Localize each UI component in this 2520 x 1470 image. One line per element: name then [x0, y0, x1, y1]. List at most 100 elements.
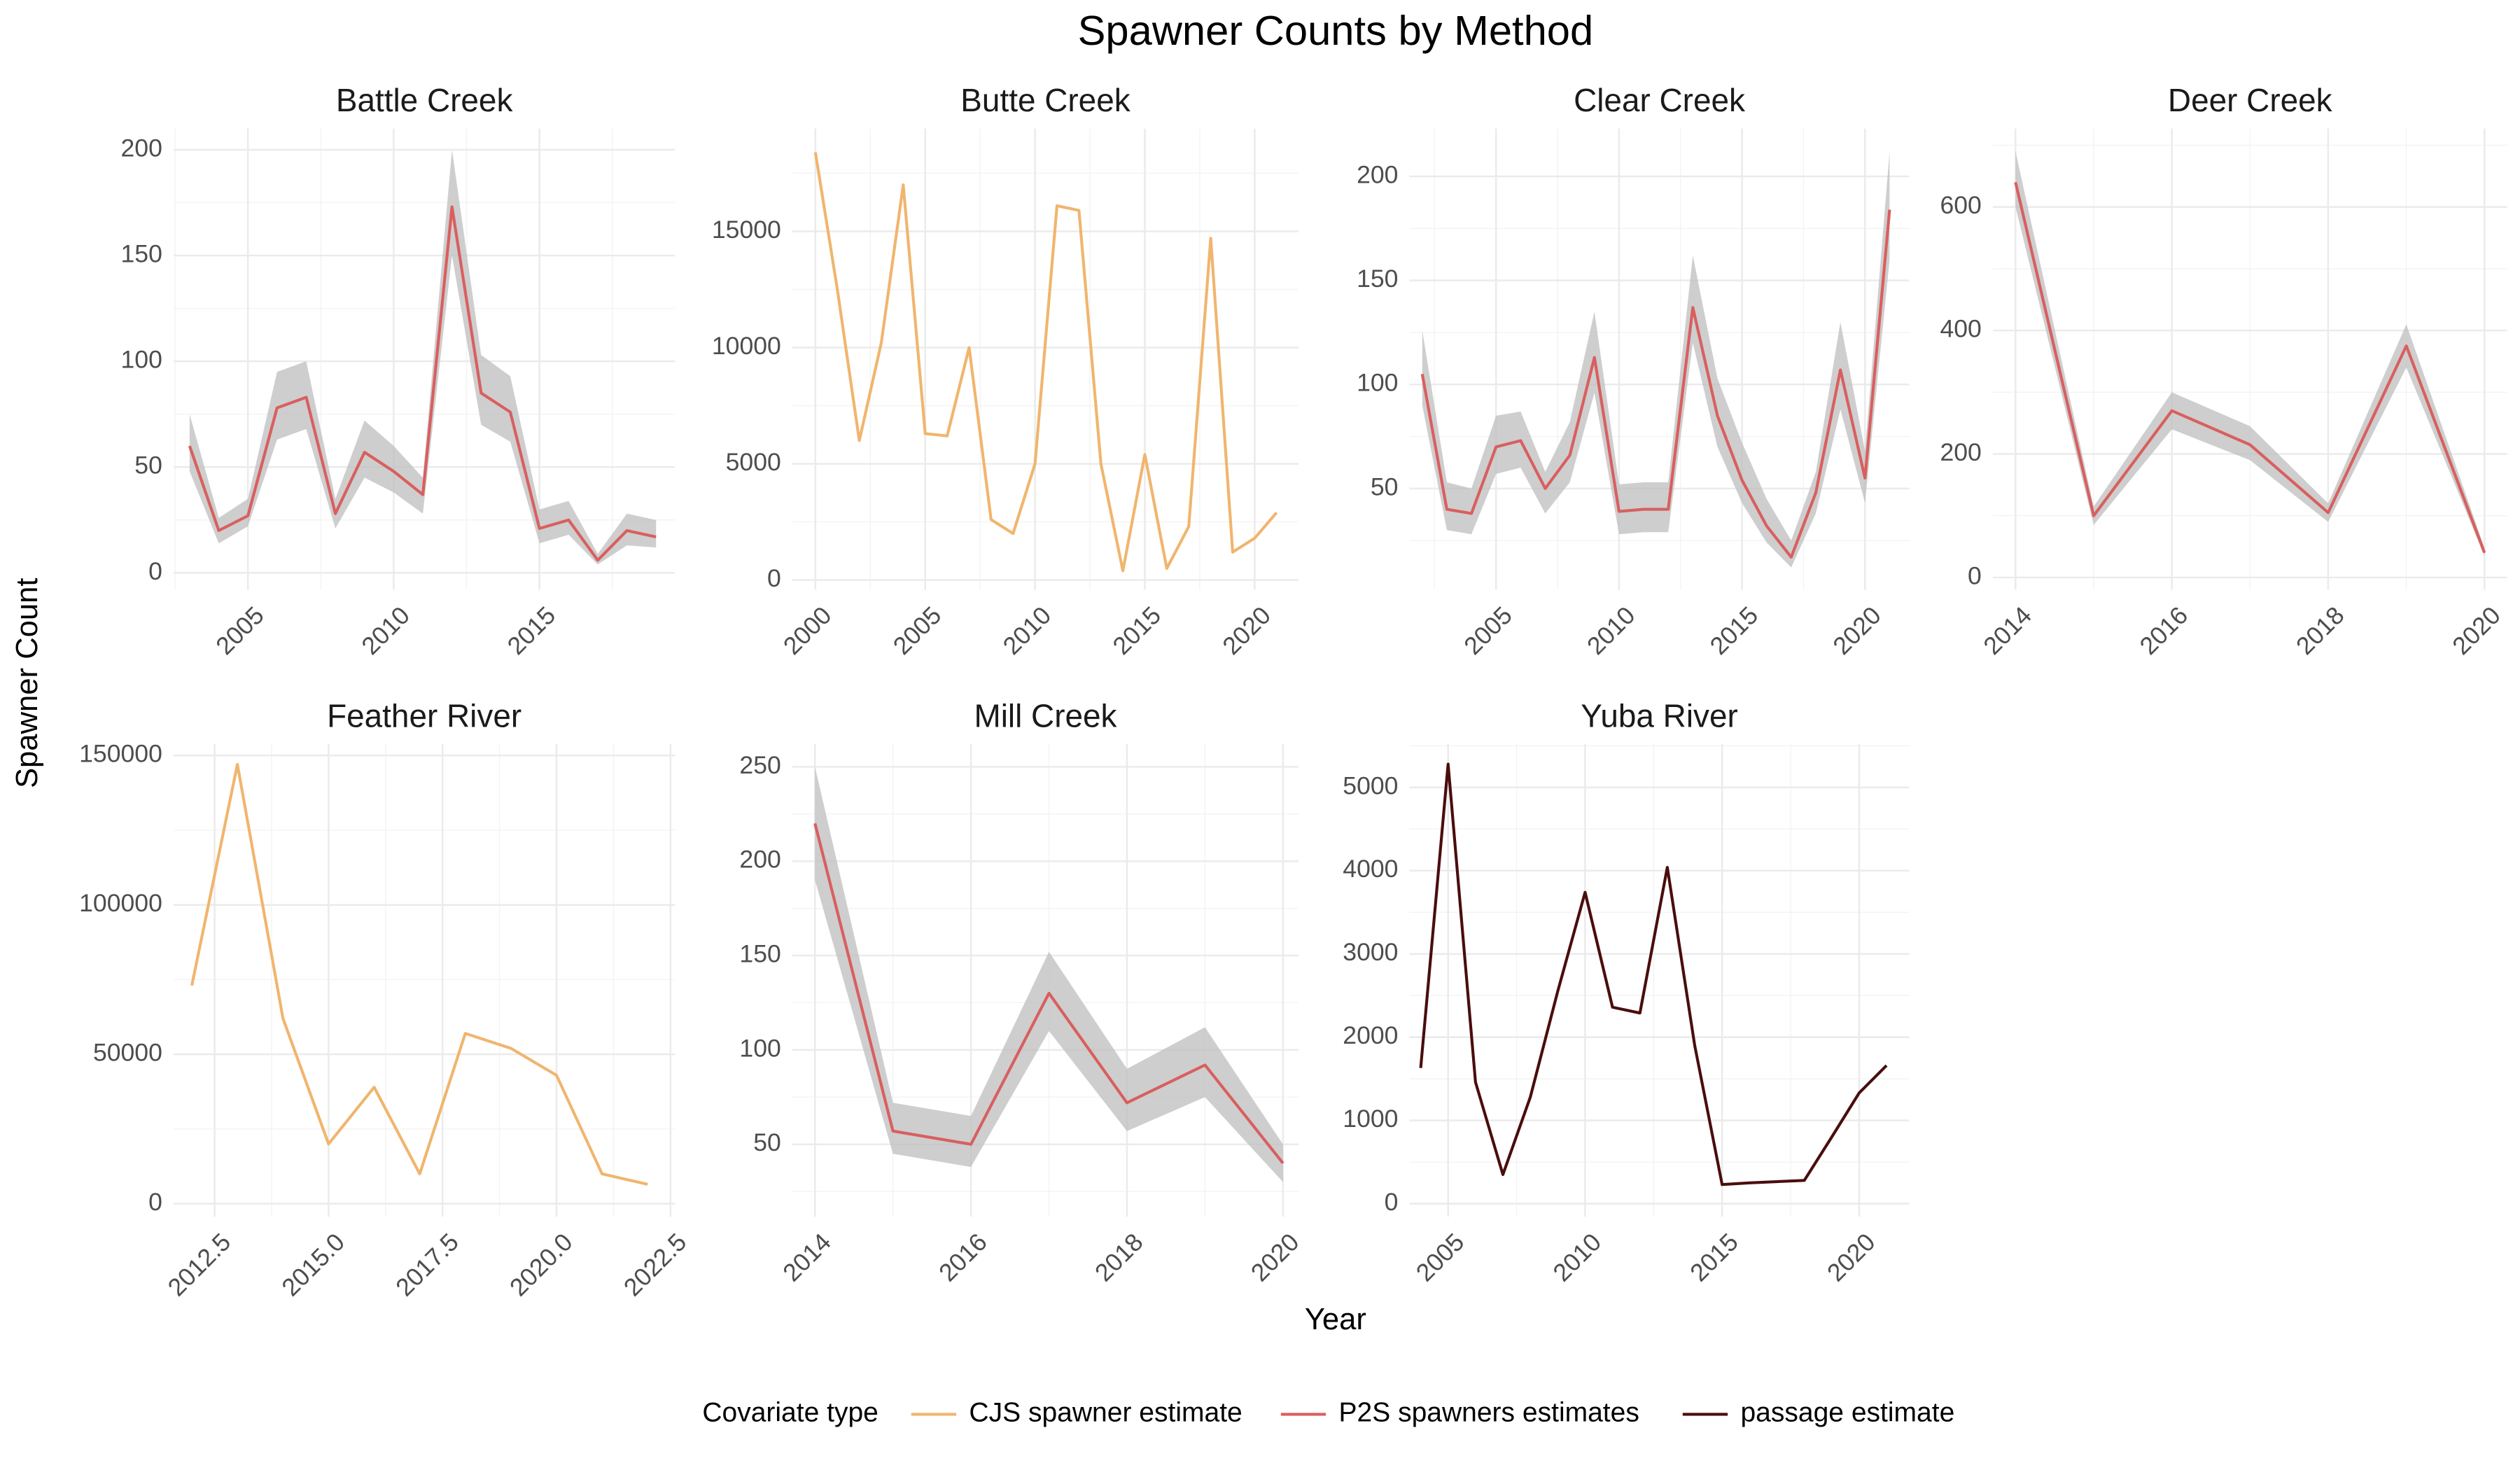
y-tick-label: 200 — [739, 846, 780, 874]
y-tick-label: 0 — [767, 564, 781, 592]
plot-area — [813, 766, 1284, 1182]
confidence-band — [2015, 151, 2485, 556]
panel-title: Feather River — [327, 697, 522, 734]
series-line — [188, 205, 657, 562]
x-tick-label: 2016 — [2134, 601, 2193, 660]
panel-title: Deer Creek — [2168, 82, 2333, 118]
y-tick-label: 3000 — [1343, 938, 1398, 966]
panel: Deer Creek 0 200 400 600 2014 2016 2018 2020 — [1940, 82, 2507, 660]
y-tick-label: 5000 — [1343, 771, 1398, 799]
legend-title: Covariate type — [702, 1398, 878, 1428]
panel: Clear Creek 50 100 150 200 2005 2010 2015 2020 — [1357, 82, 1910, 660]
series-line — [1419, 762, 1888, 1186]
y-tick-label: 150 — [121, 239, 162, 267]
x-tick-label: 2005 — [888, 601, 946, 660]
plot-area — [188, 149, 657, 565]
y-tick-label: 50000 — [93, 1039, 162, 1067]
y-tick-label: 150000 — [79, 740, 162, 768]
panel-title: Battle Creek — [336, 82, 514, 118]
series-line — [1420, 209, 1891, 559]
plot-area — [813, 152, 1278, 573]
y-tick-label: 0 — [148, 557, 162, 585]
y-tick-label: 4000 — [1343, 855, 1398, 883]
panel: Feather River 0 50000 100000 150000 2012.5 201… — [79, 697, 692, 1301]
x-tick-label: 2020 — [1217, 601, 1276, 660]
y-tick-label: 2000 — [1343, 1021, 1398, 1049]
panel: Battle Creek 0 50 100 150 200 2005 2010 2015 — [121, 82, 676, 660]
panel: Mill Creek 50 100 150 200 250 2014 2016 2018 2020 — [739, 697, 1304, 1287]
plot-area — [1419, 762, 1888, 1186]
series-line — [2014, 181, 2486, 554]
confidence-band — [815, 766, 1283, 1182]
y-tick-label: 50 — [753, 1128, 781, 1156]
panel: Yuba River 0 1000 2000 3000 4000 5000 2005 2010 2… — [1343, 697, 1910, 1287]
y-tick-label: 200 — [1940, 438, 1981, 466]
panel-title: Butte Creek — [960, 82, 1130, 118]
y-tick-label: 50 — [134, 451, 162, 479]
x-tick-label: 2015 — [1685, 1228, 1744, 1287]
y-tick-label: 200 — [1357, 160, 1398, 188]
x-tick-label: 2020 — [1821, 1228, 1880, 1287]
y-tick-label: 200 — [121, 134, 162, 162]
legend-label: CJS spawner estimate — [969, 1398, 1242, 1428]
x-tick-label: 2010 — [1548, 1228, 1606, 1287]
figure-title: Spawner Counts by Method — [1078, 7, 1594, 54]
x-tick-label: 2015.0 — [276, 1228, 350, 1301]
x-tick-label: 2020 — [1245, 1228, 1304, 1287]
x-tick-label: 2015 — [502, 601, 561, 660]
x-tick-label: 2018 — [1089, 1228, 1148, 1287]
x-tick-label: 2010 — [1581, 601, 1640, 660]
x-tick-label: 2022.5 — [618, 1228, 692, 1301]
x-tick-label: 2000 — [778, 601, 836, 660]
series-line — [190, 762, 648, 1186]
y-tick-label: 600 — [1940, 191, 1981, 219]
panel: Butte Creek 0 5000 10000 15000 2000 2005 2010 20… — [712, 82, 1299, 660]
x-tick-label: 2005 — [1410, 1228, 1469, 1287]
plot-area — [190, 762, 648, 1186]
y-tick-label: 0 — [1385, 1188, 1399, 1216]
y-tick-label: 50 — [1371, 472, 1399, 500]
y-tick-label: 150 — [739, 939, 780, 967]
panel-title: Clear Creek — [1574, 82, 1746, 118]
legend-label: passage estimate — [1740, 1398, 1954, 1428]
x-tick-label: 2018 — [2290, 601, 2349, 660]
series-line — [813, 152, 1278, 573]
confidence-band — [189, 149, 657, 565]
panel-title: Mill Creek — [974, 697, 1117, 734]
x-tick-label: 2014 — [778, 1228, 836, 1287]
panel-title: Yuba River — [1581, 697, 1738, 734]
x-tick-label: 2014 — [1978, 601, 2037, 660]
x-axis-label: Year — [1305, 1303, 1366, 1336]
x-tick-label: 2015 — [1704, 601, 1763, 660]
x-tick-label: 2012.5 — [162, 1228, 236, 1301]
legend-label: P2S spawners estimates — [1338, 1398, 1639, 1428]
x-tick-label: 2005 — [1459, 601, 1518, 660]
x-tick-label: 2020 — [2447, 601, 2506, 660]
x-tick-label: 2005 — [211, 601, 270, 660]
y-tick-label: 5000 — [726, 448, 781, 476]
plot-area — [1420, 151, 1891, 568]
x-tick-label: 2015 — [1107, 601, 1166, 660]
x-tick-label: 2020 — [1828, 601, 1886, 660]
plot-area — [2014, 151, 2486, 556]
y-tick-label: 1000 — [1343, 1105, 1398, 1133]
y-tick-label: 100 — [121, 346, 162, 374]
y-tick-label: 150 — [1357, 265, 1398, 293]
x-tick-label: 2016 — [933, 1228, 992, 1287]
confidence-band — [1422, 151, 1890, 568]
x-tick-label: 2020.0 — [504, 1228, 578, 1301]
y-tick-label: 10000 — [712, 332, 781, 360]
y-tick-label: 0 — [1968, 561, 1982, 589]
y-tick-label: 15000 — [712, 216, 781, 244]
y-tick-label: 100 — [739, 1034, 780, 1062]
y-tick-label: 400 — [1940, 315, 1981, 343]
series-line — [813, 822, 1284, 1164]
x-tick-label: 2010 — [997, 601, 1056, 660]
x-tick-label: 2017.5 — [391, 1228, 464, 1301]
x-tick-label: 2010 — [356, 601, 415, 660]
y-tick-label: 0 — [148, 1188, 162, 1216]
y-tick-label: 250 — [739, 751, 780, 779]
y-axis-label: Spawner Count — [10, 578, 44, 788]
